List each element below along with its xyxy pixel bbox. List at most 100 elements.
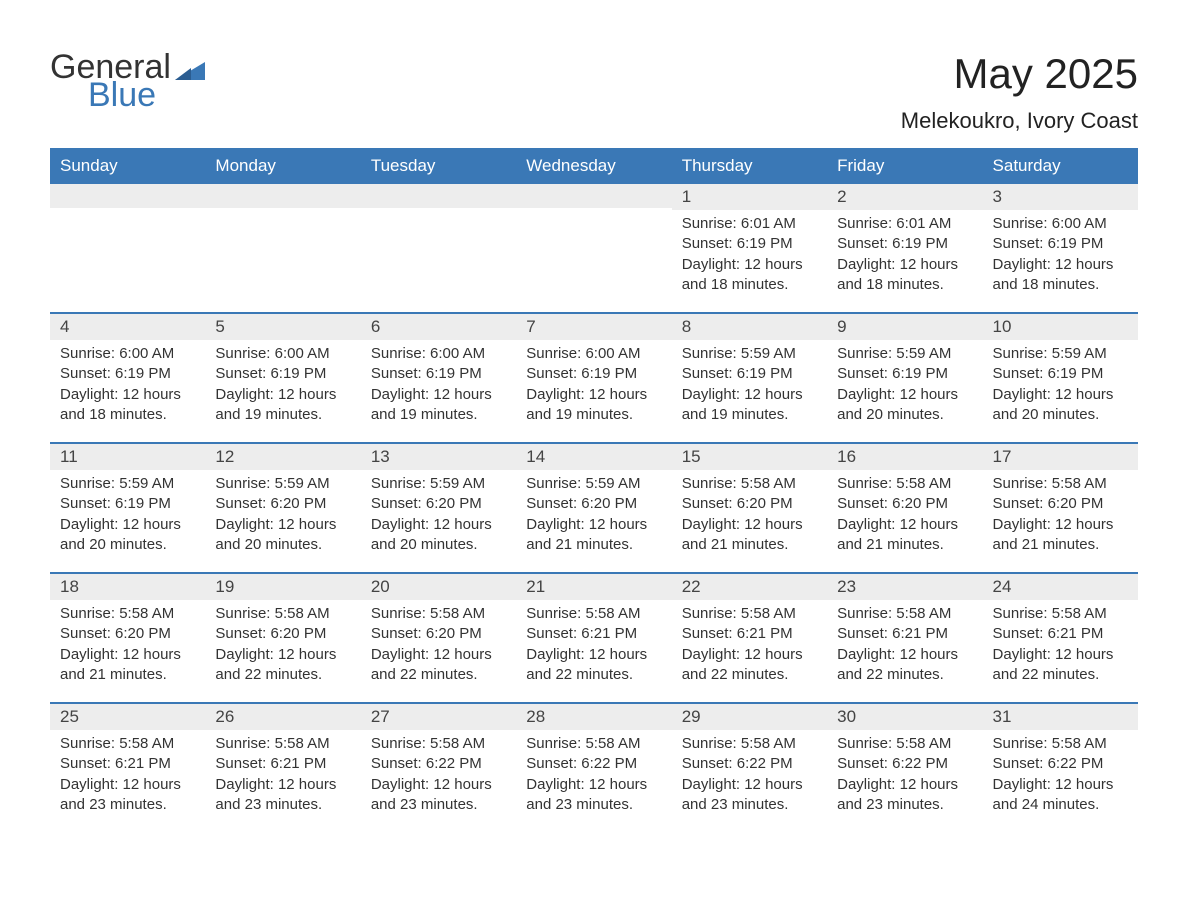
logo: General Blue [50,50,205,112]
day-details: Sunrise: 5:58 AMSunset: 6:21 PMDaylight:… [983,600,1138,693]
daylight-text: Daylight: 12 hours and 23 minutes. [837,775,972,816]
day-cell: 5Sunrise: 6:00 AMSunset: 6:19 PMDaylight… [205,314,360,442]
sunrise-text: Sunrise: 6:00 AM [215,344,350,364]
day-number: 3 [983,184,1138,210]
day-number: 14 [516,444,671,470]
sunrise-text: Sunrise: 5:58 AM [837,474,972,494]
weekday-header: Friday [827,150,982,182]
sunrise-text: Sunrise: 5:58 AM [993,474,1128,494]
day-details: Sunrise: 6:01 AMSunset: 6:19 PMDaylight:… [827,210,982,303]
day-cell: 4Sunrise: 6:00 AMSunset: 6:19 PMDaylight… [50,314,205,442]
sunrise-text: Sunrise: 6:00 AM [60,344,195,364]
sunset-text: Sunset: 6:20 PM [993,494,1128,514]
day-details: Sunrise: 5:58 AMSunset: 6:22 PMDaylight:… [672,730,827,823]
day-number: 24 [983,574,1138,600]
day-details: Sunrise: 5:58 AMSunset: 6:21 PMDaylight:… [827,600,982,693]
day-number: 18 [50,574,205,600]
day-cell [50,184,205,312]
day-cell: 31Sunrise: 5:58 AMSunset: 6:22 PMDayligh… [983,704,1138,832]
sunset-text: Sunset: 6:21 PM [682,624,817,644]
daylight-text: Daylight: 12 hours and 22 minutes. [371,645,506,686]
day-number: 28 [516,704,671,730]
sunrise-text: Sunrise: 5:58 AM [215,604,350,624]
daylight-text: Daylight: 12 hours and 20 minutes. [837,385,972,426]
daylight-text: Daylight: 12 hours and 23 minutes. [215,775,350,816]
sunrise-text: Sunrise: 5:59 AM [371,474,506,494]
day-number [205,184,360,208]
logo-triangle-icon [175,58,205,80]
sunrise-text: Sunrise: 5:58 AM [837,734,972,754]
day-cell: 11Sunrise: 5:59 AMSunset: 6:19 PMDayligh… [50,444,205,572]
daylight-text: Daylight: 12 hours and 24 minutes. [993,775,1128,816]
day-details: Sunrise: 5:58 AMSunset: 6:22 PMDaylight:… [827,730,982,823]
sunset-text: Sunset: 6:21 PM [215,754,350,774]
day-details: Sunrise: 6:00 AMSunset: 6:19 PMDaylight:… [983,210,1138,303]
day-details: Sunrise: 6:00 AMSunset: 6:19 PMDaylight:… [50,340,205,433]
day-cell: 3Sunrise: 6:00 AMSunset: 6:19 PMDaylight… [983,184,1138,312]
sunset-text: Sunset: 6:20 PM [215,624,350,644]
daylight-text: Daylight: 12 hours and 23 minutes. [682,775,817,816]
sunset-text: Sunset: 6:19 PM [215,364,350,384]
day-cell: 18Sunrise: 5:58 AMSunset: 6:20 PMDayligh… [50,574,205,702]
daylight-text: Daylight: 12 hours and 21 minutes. [60,645,195,686]
day-cell: 21Sunrise: 5:58 AMSunset: 6:21 PMDayligh… [516,574,671,702]
daylight-text: Daylight: 12 hours and 22 minutes. [993,645,1128,686]
sunset-text: Sunset: 6:20 PM [837,494,972,514]
sunset-text: Sunset: 6:20 PM [371,624,506,644]
day-number: 11 [50,444,205,470]
day-number: 4 [50,314,205,340]
sunrise-text: Sunrise: 5:58 AM [526,604,661,624]
day-number: 9 [827,314,982,340]
sunset-text: Sunset: 6:19 PM [993,364,1128,384]
weekday-header: Sunday [50,150,205,182]
day-number: 29 [672,704,827,730]
day-cell: 1Sunrise: 6:01 AMSunset: 6:19 PMDaylight… [672,184,827,312]
day-cell: 28Sunrise: 5:58 AMSunset: 6:22 PMDayligh… [516,704,671,832]
day-number: 26 [205,704,360,730]
day-details: Sunrise: 5:58 AMSunset: 6:20 PMDaylight:… [205,600,360,693]
sunset-text: Sunset: 6:21 PM [993,624,1128,644]
day-cell: 23Sunrise: 5:58 AMSunset: 6:21 PMDayligh… [827,574,982,702]
sunrise-text: Sunrise: 5:58 AM [993,604,1128,624]
day-number: 31 [983,704,1138,730]
sunset-text: Sunset: 6:19 PM [526,364,661,384]
day-details: Sunrise: 5:59 AMSunset: 6:19 PMDaylight:… [827,340,982,433]
day-number: 7 [516,314,671,340]
day-details: Sunrise: 6:00 AMSunset: 6:19 PMDaylight:… [516,340,671,433]
sunset-text: Sunset: 6:22 PM [682,754,817,774]
day-cell: 2Sunrise: 6:01 AMSunset: 6:19 PMDaylight… [827,184,982,312]
day-cell [205,184,360,312]
day-number: 17 [983,444,1138,470]
day-cell: 27Sunrise: 5:58 AMSunset: 6:22 PMDayligh… [361,704,516,832]
week-row: 11Sunrise: 5:59 AMSunset: 6:19 PMDayligh… [50,442,1138,572]
day-details: Sunrise: 5:59 AMSunset: 6:19 PMDaylight:… [983,340,1138,433]
day-details: Sunrise: 5:58 AMSunset: 6:22 PMDaylight:… [983,730,1138,823]
day-number: 5 [205,314,360,340]
day-details: Sunrise: 5:59 AMSunset: 6:19 PMDaylight:… [672,340,827,433]
day-details: Sunrise: 6:00 AMSunset: 6:19 PMDaylight:… [361,340,516,433]
day-details: Sunrise: 6:00 AMSunset: 6:19 PMDaylight:… [205,340,360,433]
daylight-text: Daylight: 12 hours and 22 minutes. [215,645,350,686]
day-cell: 29Sunrise: 5:58 AMSunset: 6:22 PMDayligh… [672,704,827,832]
day-number: 1 [672,184,827,210]
sunset-text: Sunset: 6:20 PM [215,494,350,514]
sunset-text: Sunset: 6:19 PM [371,364,506,384]
calendar-grid: SundayMondayTuesdayWednesdayThursdayFrid… [50,148,1138,832]
day-number: 2 [827,184,982,210]
day-number: 30 [827,704,982,730]
weekday-header: Monday [205,150,360,182]
day-details: Sunrise: 5:59 AMSunset: 6:20 PMDaylight:… [516,470,671,563]
page-title: May 2025 [901,50,1138,98]
sunset-text: Sunset: 6:19 PM [837,364,972,384]
day-cell: 19Sunrise: 5:58 AMSunset: 6:20 PMDayligh… [205,574,360,702]
weekday-header: Saturday [983,150,1138,182]
day-number: 21 [516,574,671,600]
daylight-text: Daylight: 12 hours and 22 minutes. [682,645,817,686]
weekday-header: Wednesday [516,150,671,182]
day-number: 13 [361,444,516,470]
daylight-text: Daylight: 12 hours and 20 minutes. [60,515,195,556]
day-number: 19 [205,574,360,600]
day-details: Sunrise: 5:58 AMSunset: 6:22 PMDaylight:… [516,730,671,823]
sunrise-text: Sunrise: 5:59 AM [60,474,195,494]
weeks-container: 1Sunrise: 6:01 AMSunset: 6:19 PMDaylight… [50,182,1138,832]
